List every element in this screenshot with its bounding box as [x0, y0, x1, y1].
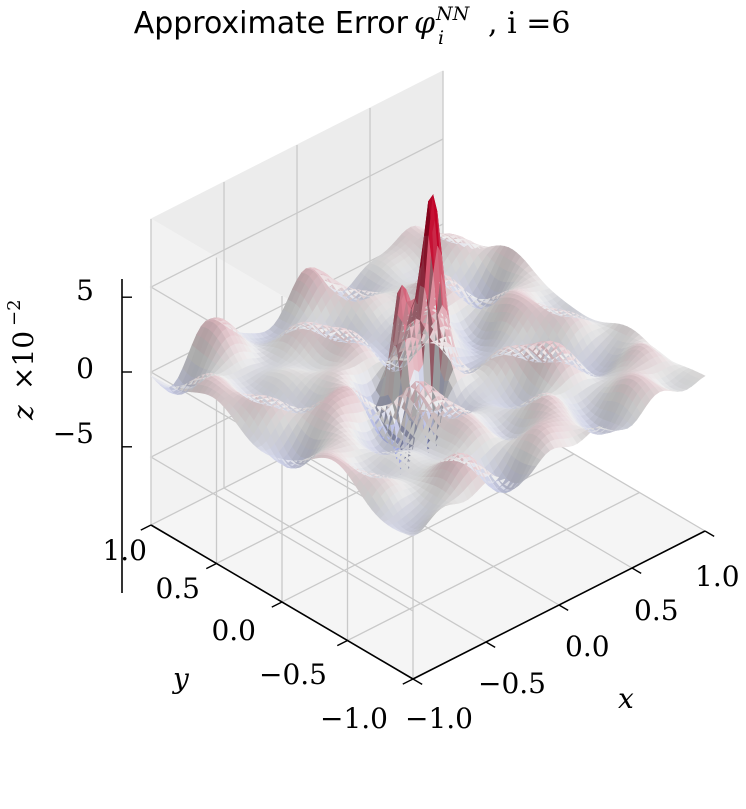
- z-label: z: [7, 405, 40, 421]
- surface-facet: [695, 373, 706, 380]
- y-tick-labels: −1.0 −0.5 0.0 0.5 1.0: [102, 534, 388, 735]
- x-axis-label: x: [618, 682, 634, 715]
- y-tick: [336, 639, 348, 647]
- x-tick: [704, 530, 715, 537]
- x-tick-label: 0.0: [565, 630, 610, 663]
- z-tick-label: 5: [76, 274, 94, 307]
- y-tick-label: 1.0: [102, 534, 147, 567]
- axis-lines: [121, 279, 715, 685]
- x-tick-labels: −1.0 −0.5 0.0 0.5 1.0: [405, 560, 740, 735]
- z-tick-label: 0: [76, 352, 94, 385]
- y-tick-label: 0.0: [211, 614, 256, 647]
- x-tick: [412, 678, 423, 685]
- z-multiplier: ×10: [7, 331, 40, 390]
- x-tick-label: 0.5: [634, 594, 679, 627]
- y-tick: [271, 601, 283, 608]
- z-tick-label: −5: [53, 417, 94, 450]
- y-tick-label: 0.5: [155, 572, 200, 605]
- x-tick: [558, 604, 569, 611]
- title-phi: φ: [414, 6, 435, 41]
- y-tick-label: −0.5: [259, 658, 327, 691]
- z-multiplier-exponent: −2: [4, 299, 25, 326]
- x-tick-label: −1.0: [405, 702, 473, 735]
- error-surface: [150, 194, 706, 537]
- z-axis-label: z ×10 −2: [4, 299, 40, 421]
- x-tick-label: 1.0: [695, 560, 740, 593]
- y-tick: [402, 678, 414, 685]
- x-tick: [485, 641, 496, 648]
- y-tick: [205, 562, 217, 570]
- y-tick-label: −1.0: [320, 702, 388, 735]
- x-tick: [631, 567, 642, 574]
- y-tick: [140, 524, 152, 531]
- z-tick-labels: −5 0 5: [53, 274, 94, 450]
- title-text: Approximate Error: [134, 6, 409, 41]
- x-tick-label: −0.5: [478, 667, 546, 700]
- chart-title: Approximate Error φ NN i , i =6: [134, 3, 571, 49]
- title-subscript: i: [438, 27, 444, 49]
- y-axis-label: y: [171, 662, 190, 695]
- title-suffix: , i =6: [488, 6, 570, 41]
- title-superscript: NN: [435, 3, 471, 25]
